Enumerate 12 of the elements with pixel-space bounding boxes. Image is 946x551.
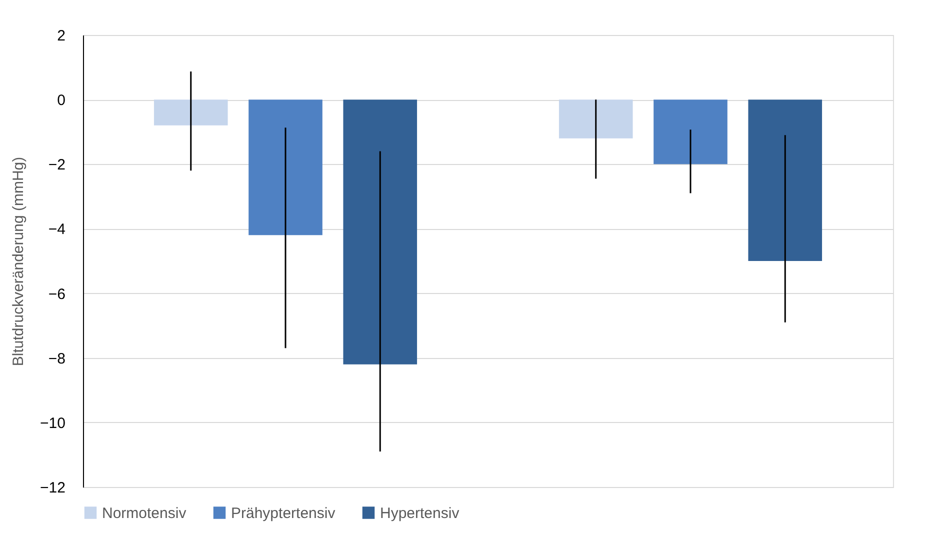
y-tick-label: 0 <box>57 92 66 110</box>
y-tick-label: −10 <box>40 414 66 432</box>
legend-label: Hypertensiv <box>380 504 460 522</box>
y-tick-label: −2 <box>48 156 66 174</box>
legend-label: Prähyptertensiv <box>231 504 336 522</box>
y-tick-label: −6 <box>48 286 66 303</box>
y-tick-label: −8 <box>48 350 66 368</box>
y-tick-label: −12 <box>40 480 66 496</box>
legend-label: Normotensiv <box>102 504 187 522</box>
y-axis-title: Bltutdruckveränderung (mmHg) <box>10 156 28 366</box>
y-tick-label: −4 <box>48 221 66 238</box>
y-tick-label: 2 <box>57 28 66 44</box>
